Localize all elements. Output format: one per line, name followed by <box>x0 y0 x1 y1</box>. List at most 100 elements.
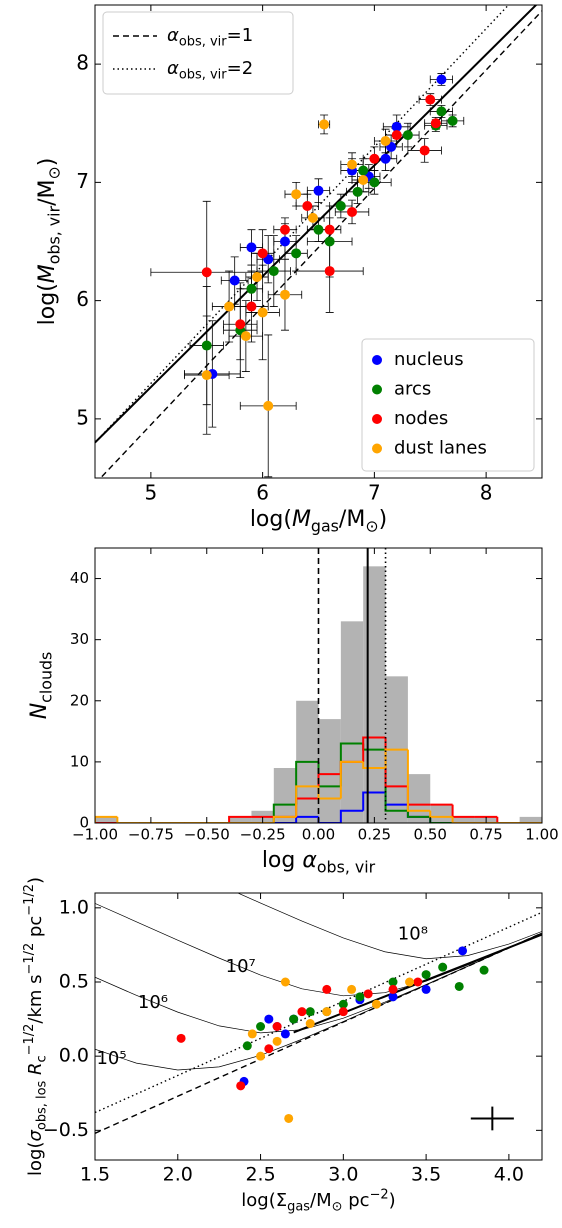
label-part: =2 <box>227 58 254 79</box>
legend-label: arcs <box>394 379 431 400</box>
point <box>324 236 335 247</box>
point <box>229 275 240 286</box>
step-segment <box>384 748 408 768</box>
point <box>419 145 430 156</box>
total-bar <box>318 719 341 823</box>
curve-label: 10⁸ <box>398 924 428 945</box>
label-part: log <box>262 848 303 873</box>
point <box>388 977 398 987</box>
total-bar <box>452 816 475 823</box>
label-part: α <box>167 25 179 46</box>
point <box>257 248 268 259</box>
point <box>421 984 431 994</box>
y-tick-label: 20 <box>70 691 89 709</box>
label-part: log( <box>250 507 292 532</box>
axes-frame <box>94 4 543 479</box>
y-axis-label: log(σobs, los Rc−1/2/km s−1/2 pc−1/2) <box>22 877 49 1176</box>
point <box>264 1014 274 1024</box>
y-axis-label: Nclouds <box>27 652 55 720</box>
point <box>358 165 369 176</box>
label-part: α <box>167 58 179 79</box>
label-part: /km s <box>25 974 46 1023</box>
point <box>307 212 318 223</box>
step-segment <box>272 815 297 823</box>
point <box>324 224 335 235</box>
y-tick-label: 0.0 <box>59 1045 89 1067</box>
point <box>291 189 302 200</box>
point <box>279 236 290 247</box>
point <box>322 1007 332 1017</box>
x-tick-label: 4.0 <box>494 1164 524 1186</box>
y-tick-label: −0.5 <box>43 1119 89 1141</box>
point <box>447 115 458 126</box>
label-part: clouds <box>36 652 55 703</box>
legend-label: dust lanes <box>394 438 487 459</box>
total-bar <box>363 566 386 823</box>
x-tick-label: 0.50 <box>414 826 447 844</box>
curve-label: 10⁶ <box>138 992 168 1013</box>
point <box>235 319 246 330</box>
point <box>279 224 290 235</box>
point <box>256 1022 266 1031</box>
point <box>201 340 212 351</box>
point <box>176 1033 186 1043</box>
point <box>280 1029 290 1039</box>
label-part: −1/2 <box>22 1024 37 1056</box>
label-part: ) <box>35 158 60 167</box>
step-segment <box>362 761 386 769</box>
step-segment <box>339 760 364 799</box>
point <box>388 984 398 994</box>
point <box>425 94 436 105</box>
point <box>347 159 358 170</box>
x-tick-label: 0.00 <box>302 826 335 844</box>
label-part: gas <box>287 1199 310 1214</box>
point <box>305 1007 315 1017</box>
legend-label: nucleus <box>394 349 464 370</box>
point <box>454 981 464 991</box>
point <box>236 1081 246 1091</box>
point <box>242 1041 252 1051</box>
total-bar <box>229 816 252 823</box>
step-segment <box>406 749 431 812</box>
reference-line <box>95 932 542 1134</box>
x-tick-label: 2.5 <box>245 1164 275 1186</box>
point <box>405 977 415 987</box>
point <box>391 121 402 132</box>
point <box>264 1044 274 1054</box>
point <box>352 186 363 197</box>
x-axis-label: log αobs, vir <box>262 848 376 876</box>
point <box>436 106 447 117</box>
point <box>355 992 365 1002</box>
legend-marker <box>372 443 382 454</box>
label-part: ⊙ <box>44 166 63 179</box>
point <box>335 201 346 212</box>
reference-line <box>99 10 542 478</box>
point <box>458 946 468 956</box>
point <box>358 175 369 186</box>
step-segment <box>451 804 475 818</box>
x-tick-label: −1.00 <box>72 826 118 844</box>
point <box>313 224 324 235</box>
reference-line <box>95 911 542 1114</box>
point <box>297 1007 307 1017</box>
x-tick-label: 2.0 <box>163 1164 193 1186</box>
plot-area <box>95 548 542 823</box>
label-part: −1/2 <box>22 884 37 916</box>
label-part: /M <box>310 1190 332 1211</box>
legend-label: αobs, vir=2 <box>167 58 253 82</box>
point <box>246 301 257 312</box>
point <box>347 206 358 217</box>
x-axis-label: log(Σgas/M⊙ pc−2) <box>241 1187 395 1214</box>
x-tick-label: 0.75 <box>469 826 502 844</box>
point <box>289 1014 299 1024</box>
total-bar <box>95 816 118 823</box>
legend-marker <box>372 355 382 365</box>
curve-label: 10⁵ <box>96 1048 126 1069</box>
point <box>279 289 290 300</box>
legend-marker <box>372 384 382 395</box>
label-part: M <box>292 507 311 532</box>
point <box>380 153 391 164</box>
total-bar <box>430 804 453 823</box>
label-part: /M <box>35 180 60 206</box>
